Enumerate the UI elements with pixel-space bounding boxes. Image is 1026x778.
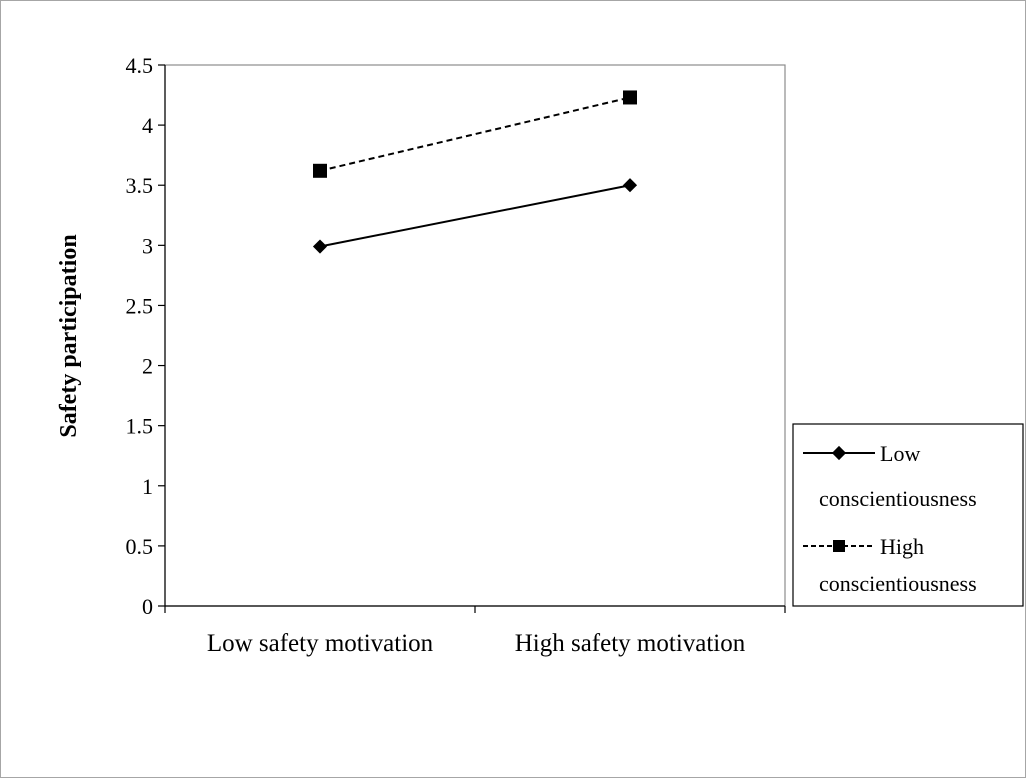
x-category-label: High safety motivation bbox=[515, 630, 746, 657]
legend-label-high-line1: High bbox=[880, 534, 924, 559]
y-axis-title: Safety participation bbox=[56, 234, 82, 437]
legend-entry-high-conscientiousness: High conscientiousness bbox=[803, 534, 977, 596]
legend-entry-low-conscientiousness: Low conscientiousness bbox=[803, 441, 977, 511]
data-point-diamond bbox=[622, 178, 638, 193]
y-tick-label: 2 bbox=[142, 354, 153, 379]
y-tick-label: 1 bbox=[142, 474, 153, 499]
y-tick-label: 4 bbox=[142, 113, 153, 138]
y-tick-label: 4.5 bbox=[126, 53, 154, 78]
series-line-low-conscientiousness bbox=[319, 184, 631, 248]
y-tick-label: 3.5 bbox=[126, 173, 154, 198]
data-point-square bbox=[313, 163, 327, 178]
x-category-label: Low safety motivation bbox=[207, 630, 434, 657]
plot-area bbox=[164, 64, 786, 607]
legend-marker-diamond bbox=[831, 445, 847, 461]
y-tick-label: 3 bbox=[142, 233, 153, 258]
legend-label-low-line2: conscientiousness bbox=[819, 486, 977, 511]
series-layer bbox=[312, 90, 638, 254]
legend: Low conscientiousness High conscientious… bbox=[792, 423, 1024, 607]
y-tick-label: 2.5 bbox=[126, 293, 154, 318]
y-ticks: 0 0.5 1 1.5 2 2.5 3 3.5 4 4.5 bbox=[126, 53, 165, 619]
legend-label-high-line2: conscientiousness bbox=[819, 571, 977, 596]
series-line-high-conscientiousness bbox=[319, 96, 631, 172]
x-ticks: Low safety motivation High safety motivat… bbox=[164, 606, 786, 657]
y-tick-label: 1.5 bbox=[126, 414, 154, 439]
data-point-square bbox=[623, 90, 637, 105]
y-tick-label: 0 bbox=[142, 594, 153, 619]
legend-marker-square bbox=[833, 540, 845, 552]
legend-box bbox=[792, 423, 1024, 607]
data-point-diamond bbox=[312, 239, 328, 254]
legend-label-low-line1: Low bbox=[880, 441, 920, 466]
y-tick-label: 0.5 bbox=[126, 534, 154, 559]
